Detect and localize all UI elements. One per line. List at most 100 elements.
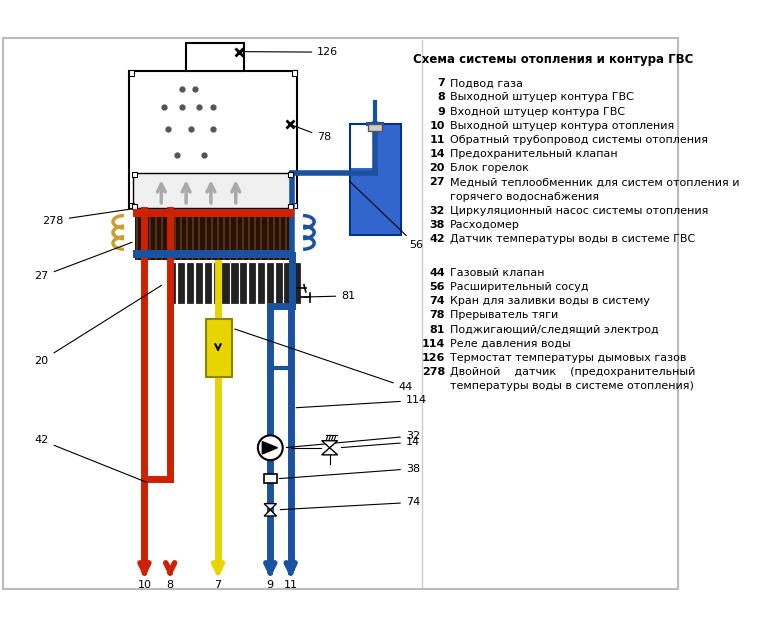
Text: 74: 74 <box>429 296 445 306</box>
Text: 10: 10 <box>429 121 445 131</box>
Bar <box>249 263 255 303</box>
Text: 81: 81 <box>304 291 356 301</box>
Polygon shape <box>264 510 276 516</box>
Text: 78: 78 <box>429 310 445 320</box>
Text: 27: 27 <box>35 242 132 282</box>
Text: температуры воды в системе отопления): температуры воды в системе отопления) <box>450 381 694 391</box>
Text: 9: 9 <box>437 107 445 117</box>
Bar <box>132 204 137 209</box>
Text: 11: 11 <box>429 135 445 145</box>
Text: 74: 74 <box>280 497 420 510</box>
Bar <box>133 173 293 209</box>
Text: 32: 32 <box>286 431 420 448</box>
Bar <box>214 263 220 303</box>
Bar <box>128 203 134 209</box>
Text: горячего водоснабжения: горячего водоснабжения <box>450 192 599 202</box>
Text: 44: 44 <box>429 268 445 278</box>
Text: Расходомер: Расходомер <box>450 220 520 230</box>
Text: Схема системы отопления и контура ГВС: Схема системы отопления и контура ГВС <box>413 53 694 66</box>
Bar <box>169 263 175 303</box>
Text: Предохранительный клапан: Предохранительный клапан <box>450 149 617 159</box>
Text: 9: 9 <box>266 580 274 590</box>
Bar <box>187 263 194 303</box>
Text: 14: 14 <box>429 149 445 159</box>
Text: Поджигающий/следящий электрод: Поджигающий/следящий электрод <box>450 325 659 335</box>
Text: Датчик температуры воды в системе ГВС: Датчик температуры воды в системе ГВС <box>450 234 696 244</box>
Bar <box>206 319 232 377</box>
Text: Подвод газа: Подвод газа <box>450 78 523 88</box>
Bar <box>292 203 297 209</box>
Text: Циркуляционный насос системы отопления: Циркуляционный насос системы отопления <box>450 206 709 216</box>
Text: 114: 114 <box>296 396 427 408</box>
Text: 56: 56 <box>349 181 423 250</box>
Text: 78: 78 <box>293 125 332 142</box>
Text: 7: 7 <box>214 580 222 590</box>
Text: 56: 56 <box>429 282 445 292</box>
Text: Выходной штуцер контура отопления: Выходной штуцер контура отопления <box>450 121 674 131</box>
Bar <box>264 475 276 483</box>
Text: 114: 114 <box>422 339 445 349</box>
Bar <box>205 263 211 303</box>
Text: 10: 10 <box>137 580 151 590</box>
Text: Выходной штуцер контура ГВС: Выходной штуцер контура ГВС <box>450 92 634 102</box>
Text: 126: 126 <box>242 47 339 57</box>
Text: Расширительный сосуд: Расширительный сосуд <box>450 282 589 292</box>
Bar <box>288 172 293 177</box>
Text: 38: 38 <box>429 220 445 230</box>
Text: 32: 32 <box>429 206 445 216</box>
Bar <box>128 70 134 75</box>
Bar <box>240 263 247 303</box>
Bar <box>231 263 237 303</box>
Bar <box>132 172 137 177</box>
Text: 42: 42 <box>429 234 445 244</box>
Polygon shape <box>322 441 338 448</box>
Circle shape <box>258 435 283 460</box>
Text: 81: 81 <box>429 325 445 335</box>
Polygon shape <box>263 441 277 454</box>
Text: 14: 14 <box>341 437 420 448</box>
Text: Блок горелок: Блок горелок <box>450 163 529 173</box>
Text: Термостат температуры дымовых газов: Термостат температуры дымовых газов <box>450 353 687 363</box>
Bar <box>284 263 290 303</box>
Bar <box>368 124 382 132</box>
Bar <box>351 167 399 234</box>
Text: Прерыватель тяги: Прерыватель тяги <box>450 310 558 320</box>
Text: 20: 20 <box>429 163 445 173</box>
Polygon shape <box>264 503 276 510</box>
Text: 11: 11 <box>283 580 298 590</box>
Text: Двойной    датчик    (предохранительный: Двойной датчик (предохранительный <box>450 367 696 377</box>
Bar <box>128 71 297 209</box>
Bar <box>258 263 264 303</box>
Text: 8: 8 <box>167 580 174 590</box>
Bar <box>376 125 399 234</box>
Bar <box>134 210 293 260</box>
Bar <box>178 263 184 303</box>
Text: Обратный трубопровод системы отопления: Обратный трубопровод системы отопления <box>450 135 708 145</box>
Text: Реле давления воды: Реле давления воды <box>450 339 571 349</box>
Text: 278: 278 <box>42 209 132 226</box>
Text: Медный теплообменник для систем отопления и: Медный теплообменник для систем отоплени… <box>450 177 740 187</box>
Text: 20: 20 <box>35 285 161 366</box>
Text: 278: 278 <box>422 367 445 377</box>
Text: Входной штуцер контура ГВС: Входной штуцер контура ГВС <box>450 107 625 117</box>
Bar <box>196 263 202 303</box>
Bar <box>292 70 297 75</box>
Text: Кран для заливки воды в систему: Кран для заливки воды в систему <box>450 296 650 306</box>
Bar <box>223 263 229 303</box>
Text: 8: 8 <box>437 92 445 102</box>
Bar <box>276 263 282 303</box>
Text: 38: 38 <box>280 464 420 478</box>
Text: 126: 126 <box>422 353 445 363</box>
Text: 44: 44 <box>235 329 413 392</box>
Text: Газовый клапан: Газовый клапан <box>450 268 545 278</box>
Text: 27: 27 <box>429 177 445 187</box>
Bar <box>266 263 273 303</box>
Text: 7: 7 <box>437 78 445 88</box>
Polygon shape <box>322 448 338 455</box>
Bar <box>350 124 401 235</box>
Bar <box>288 204 293 209</box>
Bar <box>133 209 294 218</box>
Bar <box>133 250 294 258</box>
Text: 42: 42 <box>35 435 147 482</box>
Bar <box>186 43 243 71</box>
